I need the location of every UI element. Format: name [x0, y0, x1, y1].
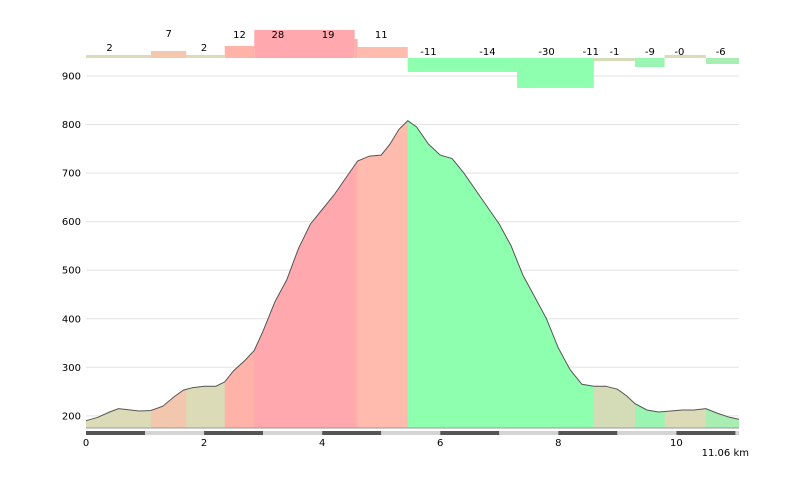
profile-section-2: [86, 120, 152, 428]
grade-bar-11: [357, 47, 408, 58]
y-tick-label: 200: [62, 411, 81, 422]
profile-section--14: [407, 120, 518, 428]
grade-bar--30: [517, 58, 594, 88]
grade-label: 7: [165, 29, 171, 40]
x-tick-label: 2: [201, 438, 207, 449]
x-scale-dark-segment: [676, 431, 736, 435]
x-tick-label: 6: [437, 438, 443, 449]
grade-label: 2: [106, 43, 112, 54]
x-unit-label: 11.06 km: [702, 448, 749, 459]
grade-bar--9: [635, 58, 665, 67]
grade-bar--14: [407, 58, 518, 72]
grade-label: -11: [583, 47, 599, 58]
profile-section-11: [357, 120, 409, 428]
x-scale-dark-segment: [322, 431, 382, 435]
y-tick-label: 500: [62, 266, 81, 277]
x-scale-dark-segment: [440, 431, 500, 435]
y-tick-label: 800: [62, 120, 81, 131]
grade-label: -0: [674, 47, 684, 58]
grade-label: -30: [538, 47, 554, 58]
y-tick-label: 300: [62, 363, 81, 374]
y-tick-label: 400: [62, 314, 81, 325]
x-tick-label: 8: [555, 438, 561, 449]
grade-label: 2: [201, 43, 207, 54]
y-tick-label: 600: [62, 217, 81, 228]
grade-label: -9: [645, 47, 655, 58]
profile-section--6: [705, 120, 739, 428]
profile-section-7: [150, 120, 187, 428]
profile-section-28: [254, 120, 356, 428]
x-tick-label: 10: [670, 438, 683, 449]
profile-section--0: [664, 120, 707, 428]
x-scale-light-segment: [145, 431, 205, 435]
y-tick-label: 700: [62, 169, 81, 180]
x-scale-light-segment: [735, 431, 739, 435]
grade-label: -11: [420, 47, 436, 58]
profile-section-12: [224, 120, 255, 428]
x-scale-dark-segment: [204, 431, 264, 435]
grade-label: -6: [716, 47, 726, 58]
grade-label: -1: [609, 47, 619, 58]
grade-bar--1: [593, 58, 636, 61]
profile-area-sections: [86, 120, 739, 428]
x-scale-dark-segment: [558, 431, 618, 435]
profile-section-19: [354, 120, 359, 428]
x-scale-light-segment: [263, 431, 323, 435]
profile-section--1: [593, 120, 636, 428]
grade-bar--0: [664, 55, 706, 58]
profile-section--9: [635, 120, 666, 428]
x-tick-label: 4: [319, 438, 325, 449]
grade-label: 19: [322, 30, 335, 41]
x-scale-light-segment: [381, 431, 441, 435]
grade-bar-19: [354, 39, 358, 58]
profile-section--30: [517, 120, 595, 428]
profile-line: [85, 120, 740, 422]
grade-bar-7: [150, 51, 187, 58]
x-scale-light-segment: [617, 431, 677, 435]
x-scale-light-segment: [499, 431, 559, 435]
profile-section-2: [186, 120, 226, 428]
y-tick-label: 900: [62, 72, 81, 83]
grade-bar-28: [254, 30, 355, 58]
grade-label: -14: [479, 47, 495, 58]
grade-label: 12: [233, 30, 246, 41]
grade-label: 28: [272, 30, 285, 41]
grade-bar-12: [224, 46, 255, 58]
grade-bar-2: [86, 55, 151, 58]
grade-label: 11: [375, 30, 388, 41]
grade-bar--6: [705, 58, 739, 64]
x-scale-dark-segment: [86, 431, 146, 435]
x-tick-label: 0: [83, 438, 89, 449]
grade-bar-2: [186, 55, 225, 58]
